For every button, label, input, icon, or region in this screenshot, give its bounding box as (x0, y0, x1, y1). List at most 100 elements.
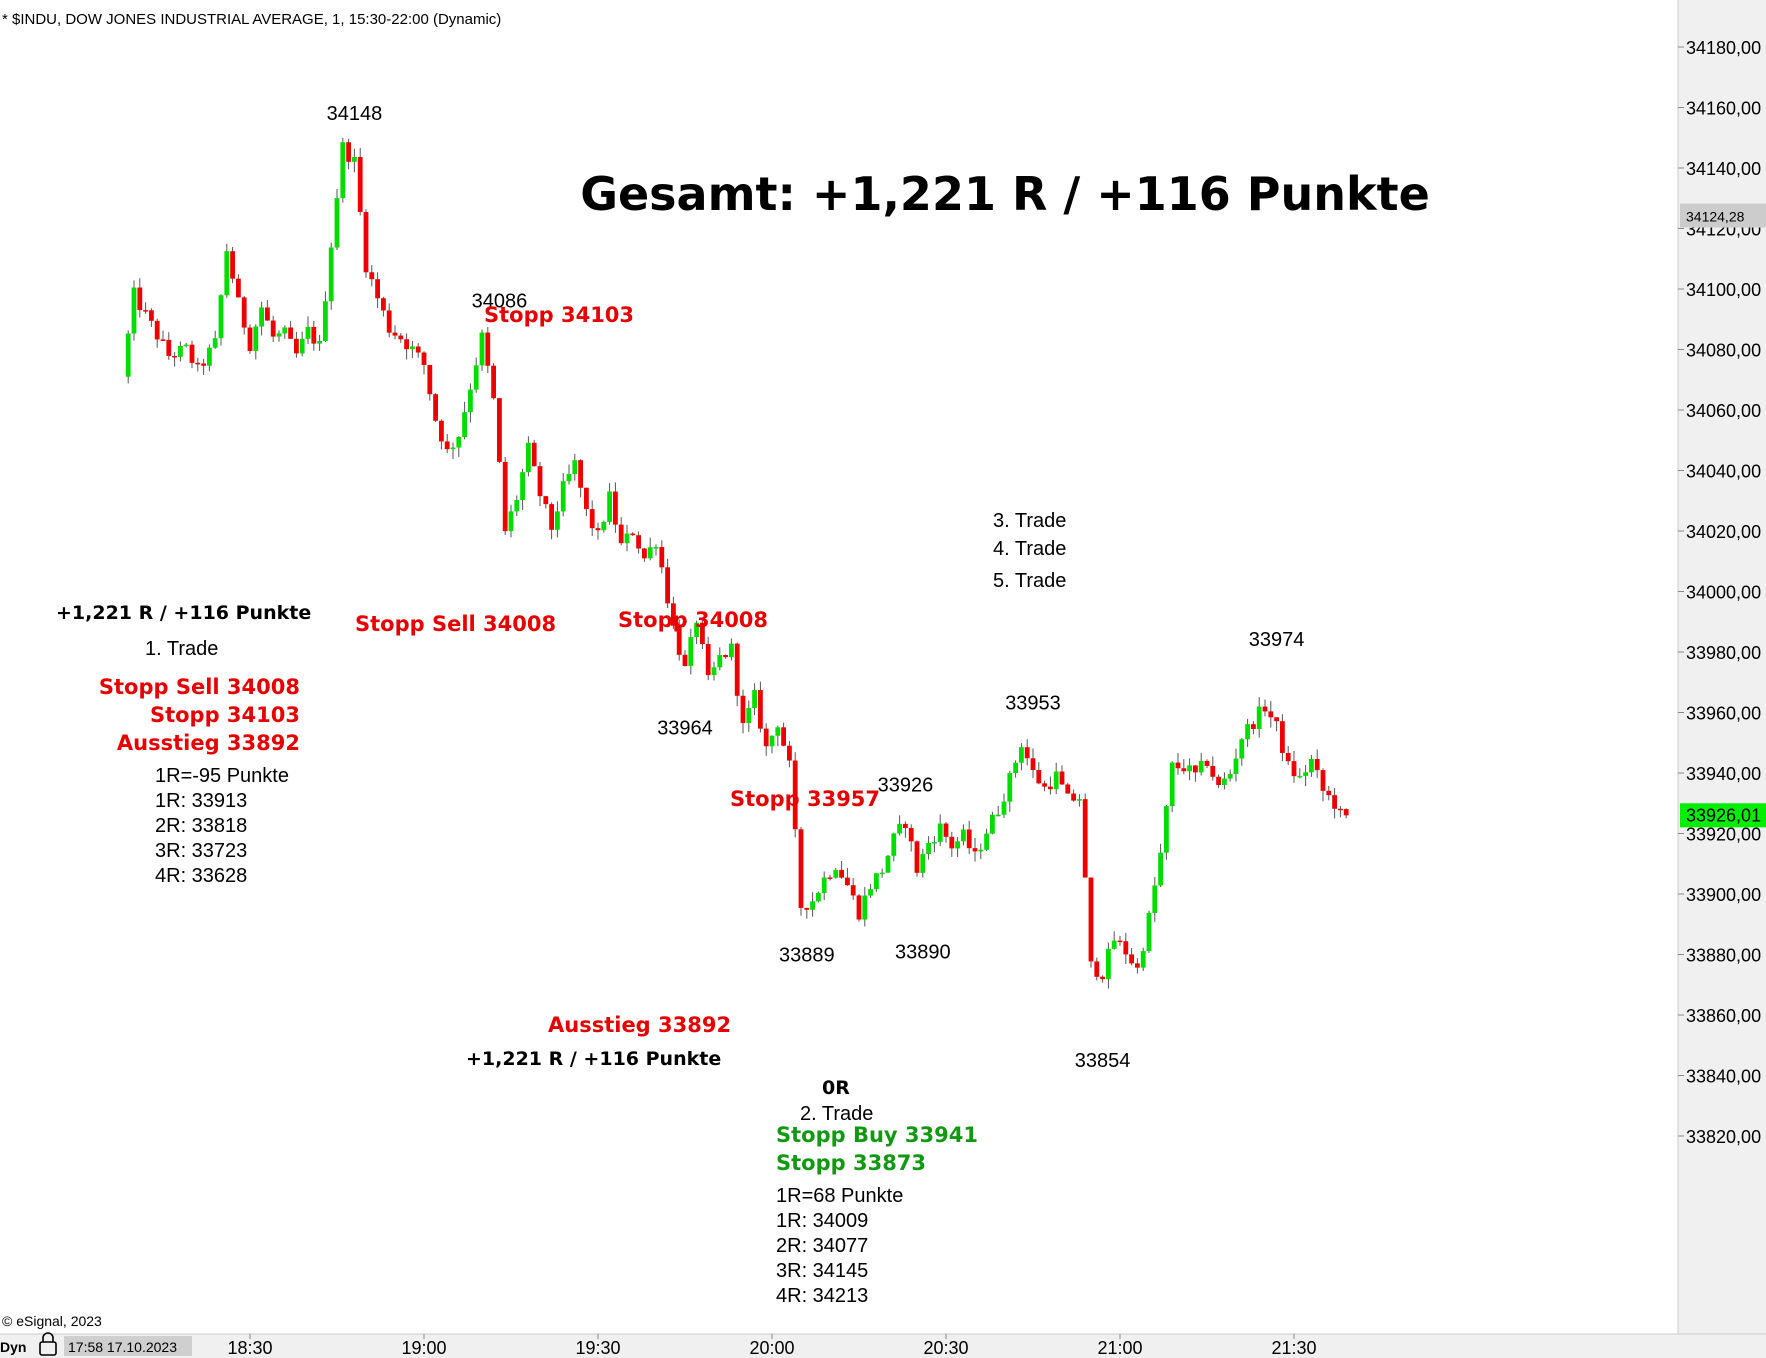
candle-body (270, 320, 276, 337)
candle-body (1338, 808, 1343, 811)
candle-body (879, 872, 885, 875)
candle-body (601, 521, 607, 531)
candle-body (920, 853, 926, 873)
trade-2-risk: 1R=68 Punkte (776, 1185, 903, 1207)
candle-body (729, 643, 734, 658)
candle-body (444, 441, 450, 450)
headline: Gesamt: +1,221 R / +116 Punkte (580, 167, 1430, 221)
candle-body (572, 460, 578, 474)
candle-body (317, 340, 322, 344)
candle-body (1320, 770, 1326, 791)
price-tags: 34124,28 33926,01 (1680, 203, 1766, 828)
chart-title: * $INDU, DOW JONES INDUSTRIAL AVERAGE, 1… (2, 11, 501, 28)
price-tag-box (1680, 203, 1766, 228)
candle-body (352, 157, 357, 162)
candle-body (613, 491, 618, 525)
datetime-label: 17:58 17.10.2023 (68, 1339, 177, 1355)
price-tag-box (1680, 803, 1766, 828)
candle-body (1210, 765, 1216, 777)
candle-body (1042, 783, 1047, 787)
candles-layer (125, 137, 1349, 989)
candle-body (1030, 758, 1036, 770)
candle-body (311, 326, 317, 344)
candle-body (1222, 778, 1227, 785)
trade-2-target-1: 1R: 34009 (776, 1210, 868, 1232)
swing-label-33854: 33854 (1075, 1050, 1131, 1072)
candle-body (833, 869, 839, 878)
candle-body (926, 842, 931, 854)
candle-body (845, 877, 850, 886)
time-axis[interactable]: 18:30 19:00 19:30 20:00 20:30 21:00 21:30 (227, 1334, 1317, 1358)
candle-body (1297, 775, 1303, 778)
candle-body (1193, 765, 1198, 773)
candle-body (241, 297, 247, 328)
candle-body (520, 472, 525, 501)
candle-body (305, 326, 311, 339)
lock-icon[interactable] (39, 1332, 57, 1356)
candle-body (1216, 776, 1221, 785)
mode-label[interactable]: Dyn (0, 1339, 26, 1355)
candle-body (990, 814, 995, 834)
trade-5-label: 5. Trade (993, 570, 1066, 592)
candle-body (363, 211, 369, 273)
candle-body (891, 833, 897, 856)
candle-body (647, 547, 653, 559)
candle-body (189, 344, 195, 363)
candle-body (328, 247, 334, 302)
trade-1-target-3: 3R: 33723 (155, 840, 247, 862)
candle-body (897, 823, 902, 834)
y-tick-label: 33860,00 (1686, 1006, 1761, 1026)
swing-label-33926: 33926 (878, 774, 934, 796)
candle-body (827, 877, 833, 880)
candle-body (798, 829, 804, 908)
candle-body (253, 326, 259, 351)
candle-body (183, 344, 189, 347)
price-axis[interactable]: 34180,0034160,0034140,0034120,0034100,00… (1678, 38, 1761, 1147)
y-tick-label: 34000,00 (1686, 583, 1761, 603)
candle-body (839, 869, 844, 878)
candle-body (131, 287, 137, 334)
trade-1-target-2: 2R: 33818 (155, 815, 247, 837)
candle-body (531, 442, 537, 467)
candle-body (659, 547, 665, 568)
candle-body (1117, 940, 1123, 943)
candle-body (462, 412, 467, 438)
y-tick-label: 34060,00 (1686, 401, 1761, 421)
candle-body (682, 654, 688, 666)
price-tag-label: 34124,28 (1686, 209, 1745, 225)
candle-body (781, 727, 786, 746)
candle-body (1135, 963, 1140, 968)
candle-body (1291, 761, 1297, 777)
candle-body (908, 828, 914, 842)
candle-body (937, 823, 943, 843)
candle-body (1007, 773, 1013, 802)
trade-4-label: 4. Trade (993, 538, 1066, 560)
candle-body (688, 637, 694, 666)
time-axis-background (0, 1334, 1766, 1358)
x-tick-label: 18:30 (227, 1338, 272, 1358)
label-stop-top: Stopp 34103 (484, 303, 634, 327)
y-tick-label: 33920,00 (1686, 825, 1761, 845)
candle-body (961, 829, 966, 842)
candle-body (276, 333, 282, 337)
candle-body (642, 548, 647, 559)
x-tick-label: 20:30 (923, 1338, 968, 1358)
candle-body (1059, 771, 1065, 785)
candle-body (514, 500, 520, 512)
candle-body (1285, 752, 1291, 762)
y-tick-label: 34020,00 (1686, 522, 1761, 542)
candle-body (433, 394, 438, 421)
candle-body (207, 347, 212, 366)
candle-body (1152, 885, 1158, 913)
candle-body (943, 823, 949, 837)
candle-body (369, 272, 375, 280)
candle-body (665, 567, 670, 604)
candle-body (1233, 758, 1239, 774)
candle-body (1332, 795, 1337, 809)
candle-body (1065, 784, 1071, 794)
candle-body (1314, 758, 1320, 771)
candle-body (143, 310, 148, 312)
candle-body (868, 889, 873, 896)
candle-body (1001, 801, 1007, 815)
